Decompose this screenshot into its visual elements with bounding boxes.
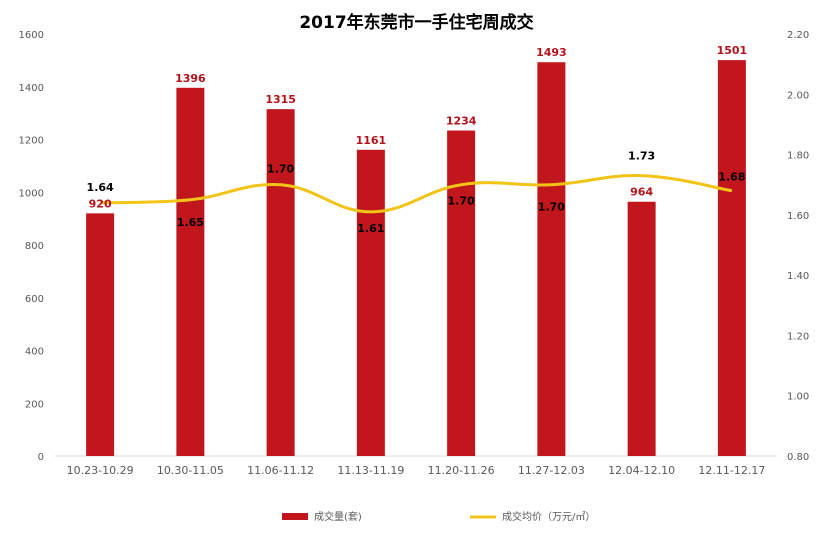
left-axis-tick-label: 800 <box>25 241 44 252</box>
right-axis-tick-label: 1.00 <box>787 392 809 403</box>
line-data-label: 1.64 <box>87 181 114 194</box>
line-data-label: 1.73 <box>628 150 655 163</box>
bar-11.06-11.12 <box>266 109 295 456</box>
right-axis-tick-label: 1.40 <box>787 271 809 282</box>
legend: 成交量(套) 成交均价（万元/㎡） <box>282 510 595 523</box>
bar-11.13-11.19 <box>356 149 385 456</box>
bar-12.04-12.10 <box>627 201 656 456</box>
left-axis-tick-label: 1600 <box>19 30 44 41</box>
line-data-label: 1.68 <box>718 171 745 184</box>
line-data-label: 1.70 <box>538 201 565 214</box>
bars <box>86 60 746 457</box>
bar-data-label: 1234 <box>446 115 477 128</box>
bar-data-label: 1501 <box>717 44 748 57</box>
right-axis-tick-label: 1.60 <box>787 211 809 222</box>
left-axis-tick-label: 1000 <box>19 188 44 199</box>
bar-data-label: 1493 <box>536 46 567 59</box>
legend-line-label: 成交均价（万元/㎡） <box>502 510 595 523</box>
x-axis-tick-label: 11.13-11.19 <box>337 464 404 477</box>
bar-data-label: 1315 <box>265 93 296 106</box>
bar-data-labels: 920 1396 1315 1161 1234 1493 964 1501 <box>89 44 748 210</box>
line-data-labels: 1.64 1.65 1.70 1.61 1.70 1.70 1.73 1.68 <box>87 150 746 235</box>
right-axis-tick-label: 0.80 <box>787 452 809 463</box>
right-axis-tick-label: 1.80 <box>787 151 809 162</box>
bar-data-label: 964 <box>630 186 653 199</box>
bar-data-label: 1396 <box>175 72 206 85</box>
bar-10.23-10.29 <box>86 213 115 456</box>
x-axis-tick-label: 11.06-11.12 <box>247 464 314 477</box>
right-axis-tick-label: 2.00 <box>787 90 809 101</box>
line-data-label: 1.65 <box>177 216 204 229</box>
bar-12.11-12.17 <box>717 60 746 457</box>
bar-11.27-12.03 <box>537 62 566 456</box>
left-axis-tick-label: 1400 <box>19 83 44 94</box>
right-axis-tick-label: 1.20 <box>787 331 809 342</box>
x-axis-tick-label: 12.11-12.17 <box>698 464 765 477</box>
bar-data-label: 1161 <box>356 134 387 147</box>
x-axis-tick-labels: 10.23-10.29 10.30-11.05 11.06-11.12 11.13-1… <box>67 464 766 477</box>
left-axis-tick-label: 1200 <box>19 136 44 147</box>
line-data-label: 1.70 <box>267 163 294 176</box>
left-axis-ticks: 0 200 400 600 800 1000 1200 1400 1600 <box>19 30 44 463</box>
line-data-label: 1.70 <box>448 195 475 208</box>
left-axis-tick-label: 200 <box>25 399 44 410</box>
left-axis-tick-label: 400 <box>25 347 44 358</box>
x-axis-tick-label: 11.27-12.03 <box>518 464 585 477</box>
left-axis-tick-label: 600 <box>25 294 44 305</box>
left-axis-tick-label: 0 <box>38 452 44 463</box>
bar-10.30-11.05 <box>176 87 205 457</box>
x-axis-tick-label: 11.20-11.26 <box>428 464 495 477</box>
bar-11.20-11.26 <box>447 130 476 456</box>
bar-data-label: 920 <box>89 197 112 210</box>
line-data-label: 1.61 <box>357 222 384 235</box>
right-axis-tick-label: 2.20 <box>787 30 809 41</box>
series-line-price <box>100 174 733 214</box>
chart-title: 2017年东莞市一手住宅周成交 <box>299 13 534 33</box>
right-axis-ticks: 0.80 1.00 1.20 1.40 1.60 1.80 2.00 2.20 <box>787 30 809 463</box>
x-axis-tick-label: 10.30-11.05 <box>157 464 224 477</box>
x-axis-tick-label: 10.23-10.29 <box>67 464 134 477</box>
x-axis-tick-label: 12.04-12.10 <box>608 464 675 477</box>
legend-bar-label: 成交量(套) <box>314 510 362 523</box>
legend-bar-swatch <box>282 513 308 520</box>
